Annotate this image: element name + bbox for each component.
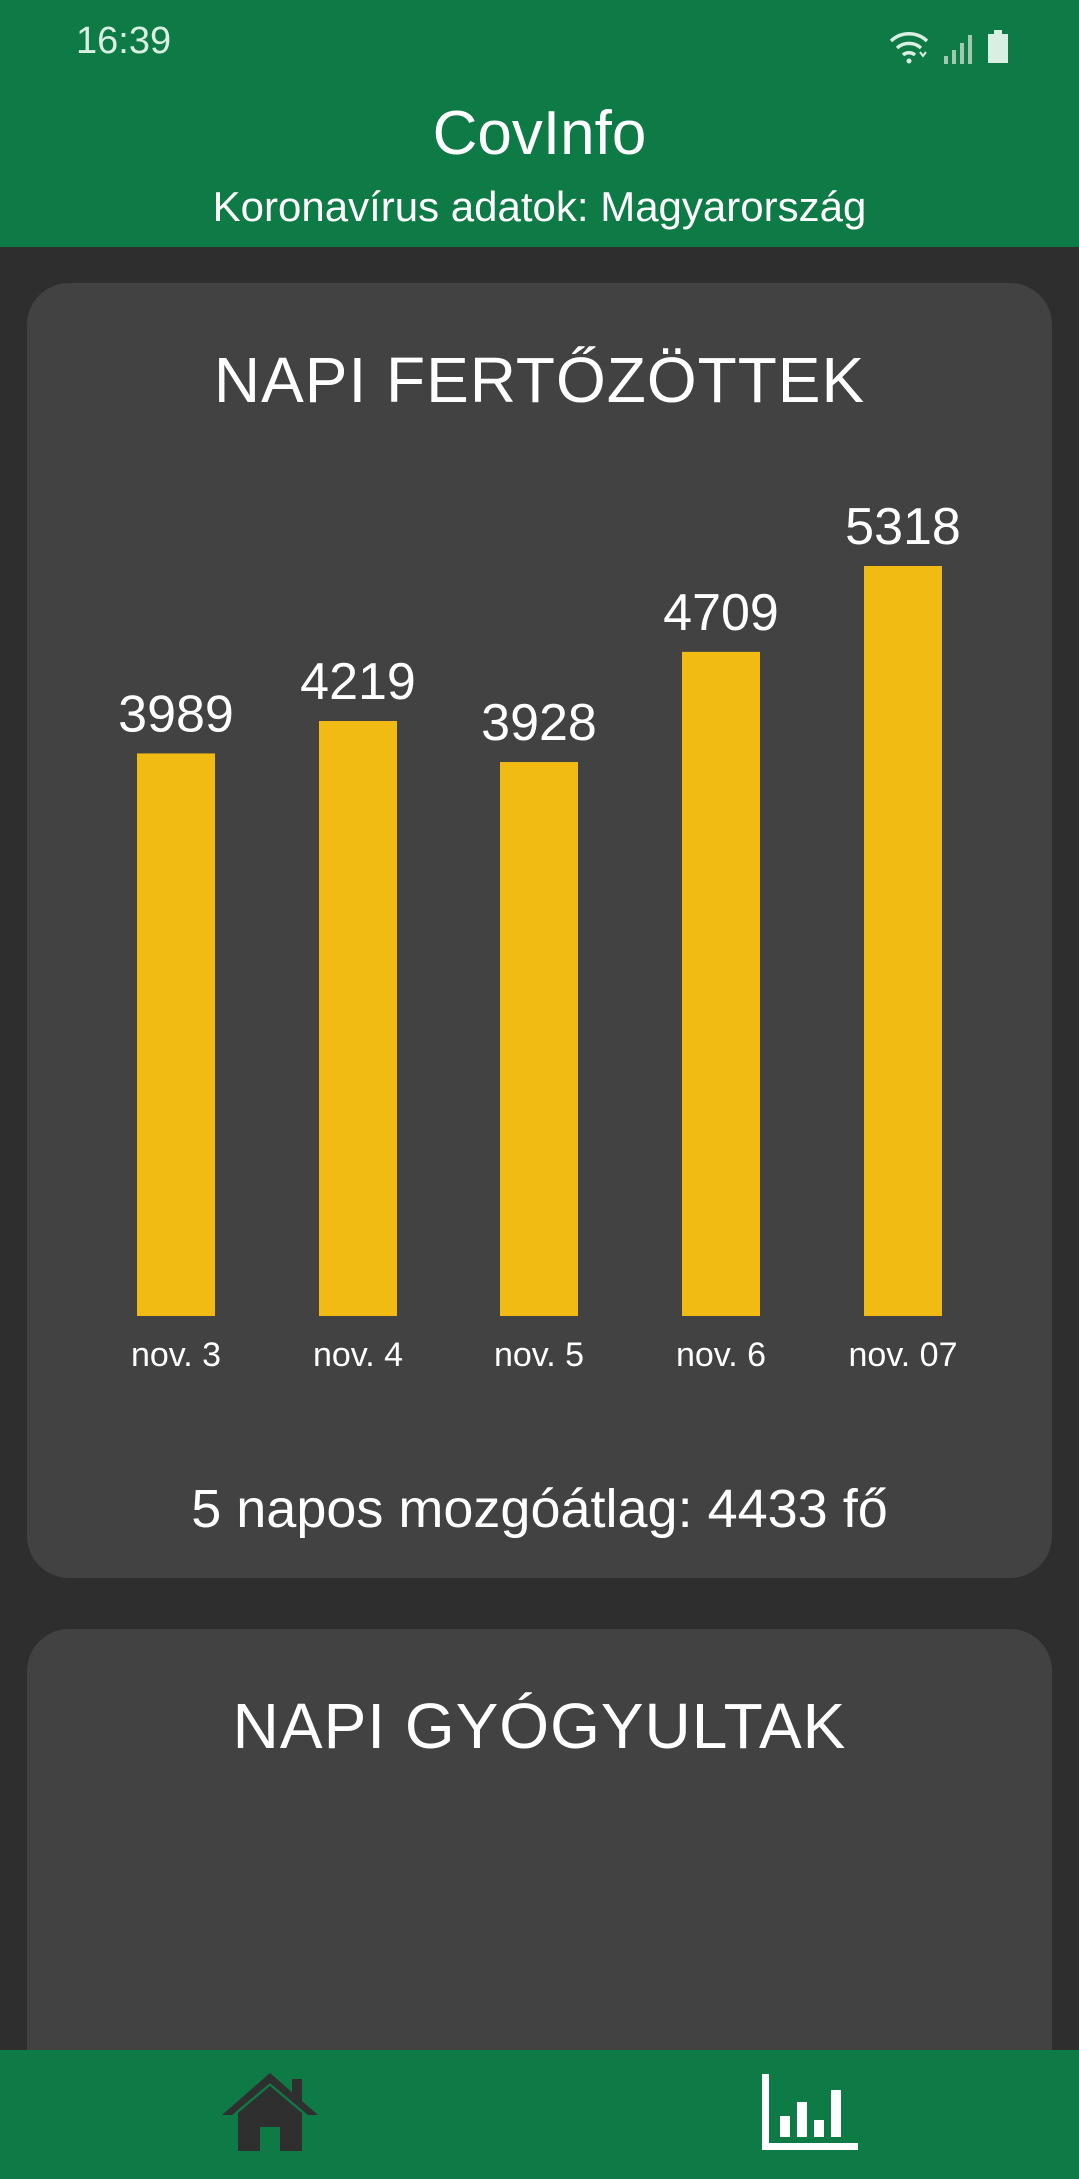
bar-2 — [319, 720, 397, 1316]
moving-average-text: 5 napos mozgóátlag: 4433 fő — [191, 1479, 888, 1539]
app-header: 16:39 CovInfo Koron — [0, 0, 1079, 247]
bar-value-label: 3928 — [481, 694, 597, 752]
bar-value-label: 5318 — [845, 498, 961, 556]
category-label: nov. 4 — [313, 1336, 403, 1374]
bar-4 — [682, 651, 760, 1316]
bar-value-label: 4709 — [663, 584, 779, 642]
bar-value-label: 3989 — [118, 685, 234, 743]
app-title: CovInfo — [432, 99, 647, 168]
signal-icon — [943, 34, 973, 64]
bottom-navigation — [0, 2050, 1079, 2179]
bar-value-label: 4219 — [300, 653, 416, 711]
bar-chart-icon — [760, 2072, 860, 2157]
home-icon — [220, 2071, 320, 2158]
app-subtitle: Koronavírus adatok: Magyarország — [212, 183, 867, 230]
status-time: 16:39 — [76, 20, 172, 62]
bar-1 — [137, 753, 215, 1316]
daily-infections-card: NAPI FERTŐZÖTTEK 3989 nov. 3 4219 nov. 4 392… — [27, 283, 1052, 1578]
category-label: nov. 6 — [676, 1336, 766, 1374]
category-label: nov. 3 — [131, 1336, 221, 1374]
status-icons — [889, 24, 1009, 64]
category-label: nov. 07 — [848, 1336, 957, 1374]
card-title: NAPI FERTŐZÖTTEK — [213, 344, 866, 416]
nav-stats-button[interactable] — [710, 2050, 910, 2179]
bar-5 — [864, 566, 942, 1316]
nav-home-button[interactable] — [170, 2050, 370, 2179]
battery-icon — [987, 30, 1009, 64]
wifi-icon — [889, 30, 929, 64]
daily-infections-chart: 3989 nov. 3 4219 nov. 4 3928 nov. 5 4709 nov. 6… — [118, 498, 961, 1374]
bar-3 — [500, 762, 578, 1316]
card-title: NAPI GYÓGYULTAK — [232, 1690, 847, 1762]
category-label: nov. 5 — [494, 1336, 584, 1374]
